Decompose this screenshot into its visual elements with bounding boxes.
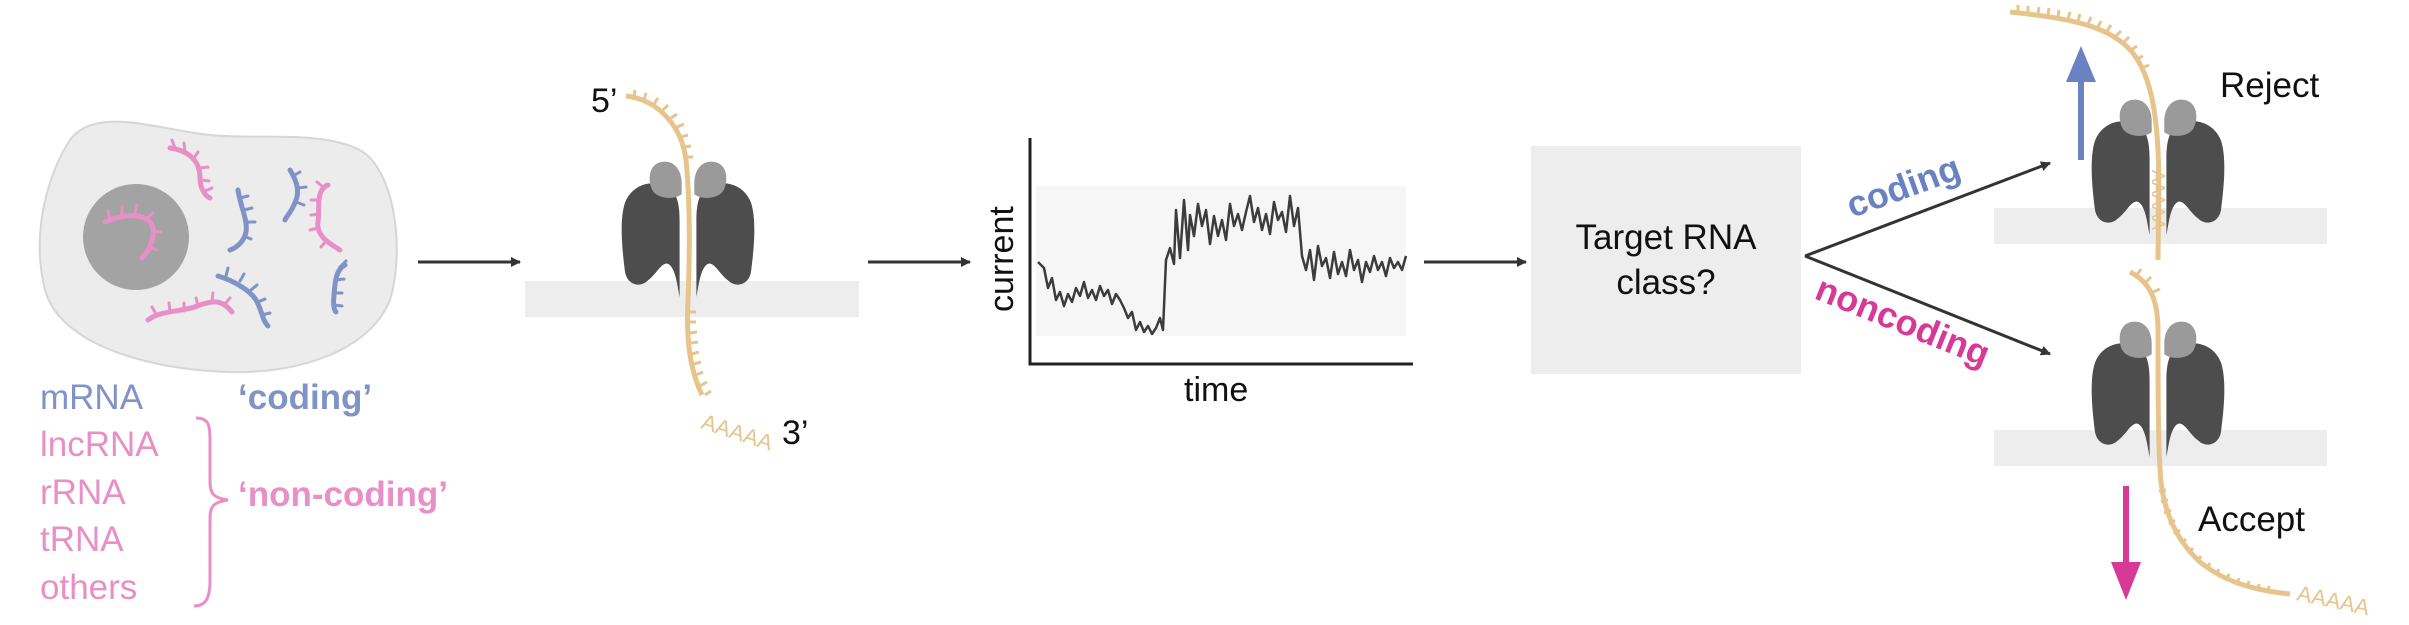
rna-strand-ticks (632, 89, 712, 397)
accept-arrowhead (2111, 562, 2141, 600)
accept-rna-strand (2128, 269, 2291, 597)
accept-outcome: AAAAA Accept (1994, 268, 2372, 620)
reject-label: Reject (2220, 66, 2319, 105)
classifier-box (1531, 146, 1801, 374)
pink-rna-4 (145, 291, 235, 323)
accept-polya: AAAAA (2295, 580, 2372, 620)
cell-panel (38, 120, 398, 374)
signal-axes (1028, 138, 1413, 366)
legend-mrna: mRNA (40, 378, 144, 417)
signal-plot-background (1036, 186, 1406, 336)
reject-rna-strand (2009, 9, 2162, 261)
arrow-noncoding-branch (1804, 254, 2051, 356)
reject-rna-ticks (2016, 5, 2150, 70)
legend-trna: tRNA (40, 520, 124, 559)
legend-rrna: rRNA (40, 473, 126, 512)
blue-rna-3 (331, 259, 348, 315)
blue-rna-1 (227, 187, 257, 253)
accept-rna-ticks (2135, 268, 2271, 594)
blue-rna-2 (282, 167, 308, 223)
rna-legend: mRNA ‘coding’ lncRNA rRNA tRNA others ‘n… (40, 378, 448, 608)
reject-polya: AAAAA (2148, 170, 2168, 230)
legend-lncrna: lncRNA (40, 425, 159, 464)
noncoding-brace (193, 416, 229, 608)
reject-outcome: AAAAA Reject (1994, 5, 2327, 261)
classifier-panel: Target RNA class? coding noncoding (1531, 146, 2051, 374)
current-trace (1037, 194, 1408, 336)
legend-noncoding-label: ‘non-coding’ (238, 475, 448, 514)
three-prime-label: 3’ (782, 414, 808, 452)
rna-strand (625, 93, 705, 397)
signal-panel: current time (983, 138, 1413, 409)
legend-others: others (40, 568, 137, 607)
polya-tail: AAAAA (698, 409, 776, 456)
cell-body (38, 120, 398, 374)
signal-xlabel: time (1184, 371, 1248, 409)
arrow-coding-branch (1804, 161, 2051, 258)
blue-rna-4 (215, 266, 272, 329)
five-prime-label: 5’ (591, 82, 617, 120)
pore-panel: 5’ AAAAA 3’ (525, 82, 859, 456)
legend-coding-label: ‘coding’ (238, 378, 372, 417)
classifier-question-line1: Target RNA (1576, 218, 1758, 257)
pink-rna-3 (308, 180, 343, 253)
coding-branch-label: coding (1841, 147, 1966, 226)
accept-label: Accept (2198, 500, 2305, 539)
pink-rna-1 (167, 138, 214, 201)
nucleus (83, 184, 189, 290)
pink-rna-2 (102, 203, 163, 261)
reject-arrowhead (2066, 46, 2096, 82)
signal-ylabel: current (983, 206, 1021, 312)
classifier-question-line2: class? (1616, 263, 1715, 302)
